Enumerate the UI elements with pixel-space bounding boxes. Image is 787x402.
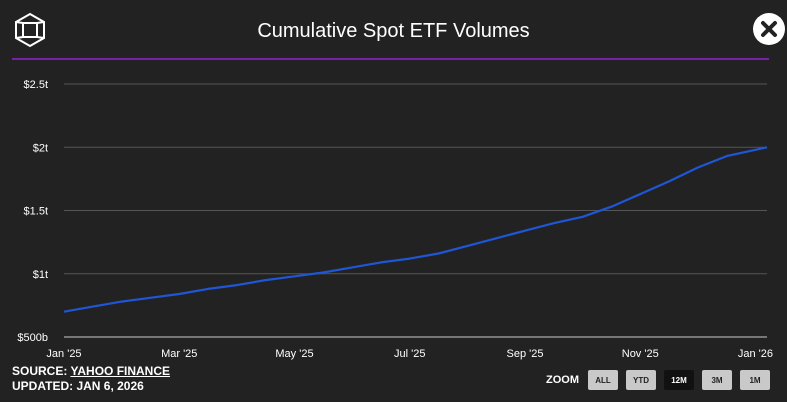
x-tick-label: Jul '25 bbox=[394, 348, 425, 360]
zoom-3m-button[interactable]: 3M bbox=[702, 370, 732, 390]
x-tick-label: May '25 bbox=[275, 348, 313, 360]
title-divider bbox=[12, 58, 769, 60]
x-tick-label: Mar '25 bbox=[161, 348, 197, 360]
source-info: SOURCE: YAHOO FINANCE UPDATED: JAN 6, 20… bbox=[12, 364, 170, 394]
y-tick-label: $2t bbox=[33, 142, 48, 154]
y-tick-label: $1.5t bbox=[24, 206, 48, 218]
source-prefix: SOURCE: bbox=[12, 364, 71, 378]
cube-logo-icon bbox=[15, 12, 45, 48]
x-tick-label: Nov '25 bbox=[622, 348, 659, 360]
x-tick-label: Jan '26 bbox=[738, 348, 773, 360]
zoom-12m-button[interactable]: 12M bbox=[664, 370, 694, 390]
x-tick-label: Jan '25 bbox=[46, 348, 81, 360]
zoom-ytd-button[interactable]: YTD bbox=[626, 370, 656, 390]
zoom-1m-button[interactable]: 1M bbox=[740, 370, 770, 390]
zoom-controls: ZOOM ALL YTD 12M 3M 1M bbox=[546, 370, 770, 390]
chart-title: Cumulative Spot ETF Volumes bbox=[257, 20, 530, 42]
y-tick-label: $2.5t bbox=[24, 79, 48, 91]
close-icon bbox=[761, 21, 777, 37]
series-line bbox=[63, 146, 768, 313]
updated-date: UPDATED: JAN 6, 2026 bbox=[12, 379, 144, 393]
y-tick-label: $500b bbox=[17, 332, 48, 344]
x-tick-label: Sep '25 bbox=[506, 348, 543, 360]
source-link[interactable]: YAHOO FINANCE bbox=[70, 364, 171, 378]
line-chart: $500b $1t $1.5t $2t $2.5t Jan '25 Mar '25 May '… bbox=[17, 79, 773, 360]
zoom-all-button[interactable]: ALL bbox=[588, 370, 618, 390]
zoom-label: ZOOM bbox=[546, 374, 579, 386]
close-button[interactable] bbox=[753, 13, 785, 45]
y-tick-label: $1t bbox=[33, 269, 48, 281]
